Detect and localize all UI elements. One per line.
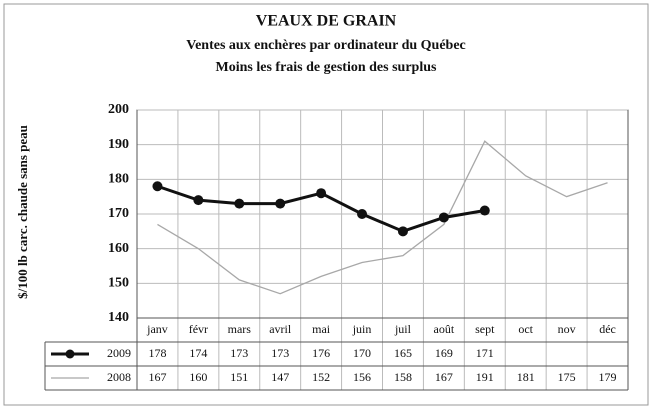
x-tick-label: août xyxy=(434,322,455,336)
legend-label: 2009 xyxy=(107,346,131,360)
table-value: 191 xyxy=(476,370,494,384)
table-value: 175 xyxy=(558,370,576,384)
chart-subtitle: Ventes aux enchères par ordinateur du Qu… xyxy=(186,38,466,53)
series-marker xyxy=(479,205,490,216)
y-axis-label: $/100 lb carc. chaude sans peau xyxy=(15,125,30,299)
y-tick-label: 140 xyxy=(108,310,129,325)
x-tick-label: oct xyxy=(518,322,533,336)
x-tick-label: sept xyxy=(475,322,495,336)
table-value: 170 xyxy=(353,346,371,360)
x-tick-label: déc xyxy=(599,322,616,336)
chart-subtitle: Moins les frais de gestion des surplus xyxy=(216,60,437,75)
table-value: 152 xyxy=(312,370,330,384)
table-value: 178 xyxy=(148,346,166,360)
legend-label: 2008 xyxy=(107,370,131,384)
table-value: 171 xyxy=(476,346,494,360)
series-marker xyxy=(234,198,245,209)
y-tick-label: 190 xyxy=(108,137,129,152)
y-tick-label: 150 xyxy=(108,276,129,291)
y-tick-label: 200 xyxy=(108,102,129,117)
x-tick-label: juil xyxy=(394,322,412,336)
table-value: 174 xyxy=(189,346,207,360)
series-marker xyxy=(357,209,368,219)
x-tick-label: févr xyxy=(189,322,208,336)
x-tick-label: janv xyxy=(146,322,168,336)
x-tick-label: mars xyxy=(228,322,252,336)
series-marker xyxy=(275,198,286,209)
series-marker xyxy=(397,226,408,237)
table-value: 169 xyxy=(435,346,453,360)
table-value: 167 xyxy=(148,370,166,384)
chart-title: VEAUX DE GRAIN xyxy=(256,13,397,30)
x-tick-label: juin xyxy=(352,322,372,336)
series-marker xyxy=(193,195,204,206)
y-tick-label: 160 xyxy=(108,241,129,256)
x-tick-label: avril xyxy=(269,322,292,336)
table-value: 160 xyxy=(189,370,207,384)
table-value: 158 xyxy=(394,370,412,384)
table-value: 179 xyxy=(599,370,617,384)
x-tick-label: mai xyxy=(312,322,331,336)
table-value: 181 xyxy=(517,370,535,384)
table-value: 165 xyxy=(394,346,412,360)
y-tick-label: 180 xyxy=(108,172,129,187)
table-value: 151 xyxy=(230,370,248,384)
series-line xyxy=(157,140,608,295)
x-tick-label: nov xyxy=(558,322,576,336)
table-value: 167 xyxy=(435,370,453,384)
table-value: 156 xyxy=(353,370,371,384)
series-marker xyxy=(152,181,163,192)
table-value: 173 xyxy=(230,346,248,360)
legend-marker xyxy=(65,349,75,359)
table-value: 173 xyxy=(271,346,289,360)
table-value: 147 xyxy=(271,370,289,384)
table-value: 176 xyxy=(312,346,330,360)
series-marker xyxy=(316,188,327,199)
series-marker xyxy=(438,212,449,223)
y-tick-label: 170 xyxy=(108,206,129,221)
